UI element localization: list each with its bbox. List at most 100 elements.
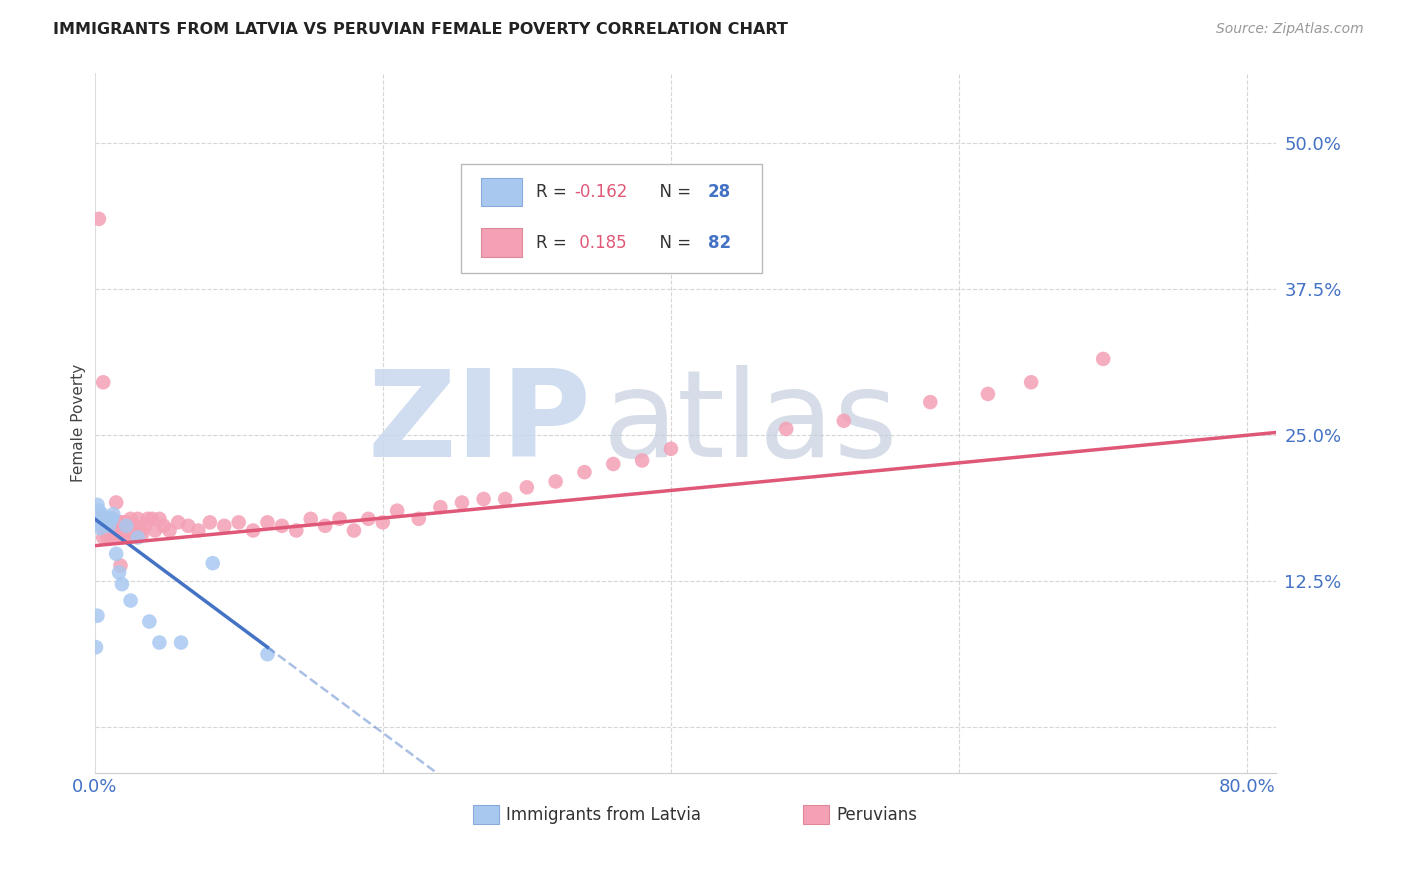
Point <box>121 527 143 541</box>
Text: R =: R = <box>537 183 572 201</box>
Point <box>86 608 108 623</box>
Point <box>212 518 235 533</box>
Point <box>87 503 110 517</box>
Point <box>111 531 134 545</box>
Point <box>93 512 115 526</box>
Point <box>96 531 118 545</box>
Text: 0.185: 0.185 <box>574 234 627 252</box>
Point <box>100 512 122 526</box>
Point <box>122 524 145 538</box>
Text: IMMIGRANTS FROM LATVIA VS PERUVIAN FEMALE POVERTY CORRELATION CHART: IMMIGRANTS FROM LATVIA VS PERUVIAN FEMAL… <box>53 22 789 37</box>
Point <box>94 512 117 526</box>
Point <box>94 524 117 538</box>
FancyBboxPatch shape <box>472 805 499 824</box>
Point <box>357 512 380 526</box>
Point <box>242 524 264 538</box>
Point <box>93 512 115 526</box>
Point <box>89 512 111 526</box>
Point <box>117 531 139 545</box>
Point <box>148 512 170 526</box>
Point <box>148 635 170 649</box>
Point <box>90 507 112 521</box>
Point <box>131 527 153 541</box>
Point <box>91 376 114 390</box>
Point <box>101 516 124 530</box>
Point <box>228 516 250 530</box>
Text: atlas: atlas <box>603 365 898 482</box>
Point <box>177 518 200 533</box>
Point <box>187 524 209 538</box>
Point <box>110 516 132 530</box>
Point <box>256 647 278 661</box>
Text: Immigrants from Latvia: Immigrants from Latvia <box>506 806 700 824</box>
Point <box>110 524 132 538</box>
Point <box>920 395 942 409</box>
Point <box>129 524 152 538</box>
Point <box>105 516 128 530</box>
Point <box>494 491 516 506</box>
Point <box>114 524 136 538</box>
Point <box>103 507 125 521</box>
Point <box>285 524 308 538</box>
Point <box>120 512 142 526</box>
Point <box>472 491 495 506</box>
Point <box>314 518 336 533</box>
Point <box>124 518 146 533</box>
Point <box>112 524 135 538</box>
Text: ZIP: ZIP <box>367 365 591 482</box>
Point <box>1092 351 1115 366</box>
Point <box>256 516 278 530</box>
Point <box>328 512 350 526</box>
Point <box>270 518 292 533</box>
Point <box>832 414 855 428</box>
Point <box>98 518 121 533</box>
Point <box>107 524 129 538</box>
Point <box>170 635 193 649</box>
Y-axis label: Female Poverty: Female Poverty <box>72 364 86 483</box>
Text: Peruvians: Peruvians <box>837 806 918 824</box>
Point <box>1019 376 1042 390</box>
Point <box>89 516 111 530</box>
Point <box>385 503 408 517</box>
Point <box>659 442 682 456</box>
Text: Source: ZipAtlas.com: Source: ZipAtlas.com <box>1216 22 1364 37</box>
Point <box>198 516 221 530</box>
Point <box>152 518 174 533</box>
Point <box>159 524 181 538</box>
Point <box>101 512 124 526</box>
Point <box>134 518 156 533</box>
Point <box>143 524 166 538</box>
Point <box>120 593 142 607</box>
Point <box>110 558 132 573</box>
Point <box>602 457 624 471</box>
Point <box>103 512 125 526</box>
Text: R =: R = <box>537 234 572 252</box>
Point <box>201 556 224 570</box>
Text: 82: 82 <box>707 234 731 252</box>
Point <box>103 531 125 545</box>
Point <box>96 512 118 526</box>
Point <box>98 516 121 530</box>
Point <box>100 531 122 545</box>
Point <box>127 531 149 545</box>
Point <box>98 524 121 538</box>
Point <box>141 512 163 526</box>
Point <box>84 640 107 655</box>
FancyBboxPatch shape <box>461 164 762 273</box>
Point <box>111 577 134 591</box>
FancyBboxPatch shape <box>481 178 522 206</box>
Point <box>90 518 112 533</box>
Point <box>429 500 451 515</box>
Point <box>408 512 430 526</box>
Point <box>87 211 110 226</box>
Point <box>516 480 538 494</box>
Point <box>87 516 110 530</box>
Point <box>115 516 138 530</box>
Text: 28: 28 <box>707 183 731 201</box>
Point <box>371 516 394 530</box>
Point <box>105 495 128 509</box>
Point <box>167 516 190 530</box>
FancyBboxPatch shape <box>481 228 522 257</box>
Point <box>100 512 122 526</box>
Point <box>775 422 797 436</box>
